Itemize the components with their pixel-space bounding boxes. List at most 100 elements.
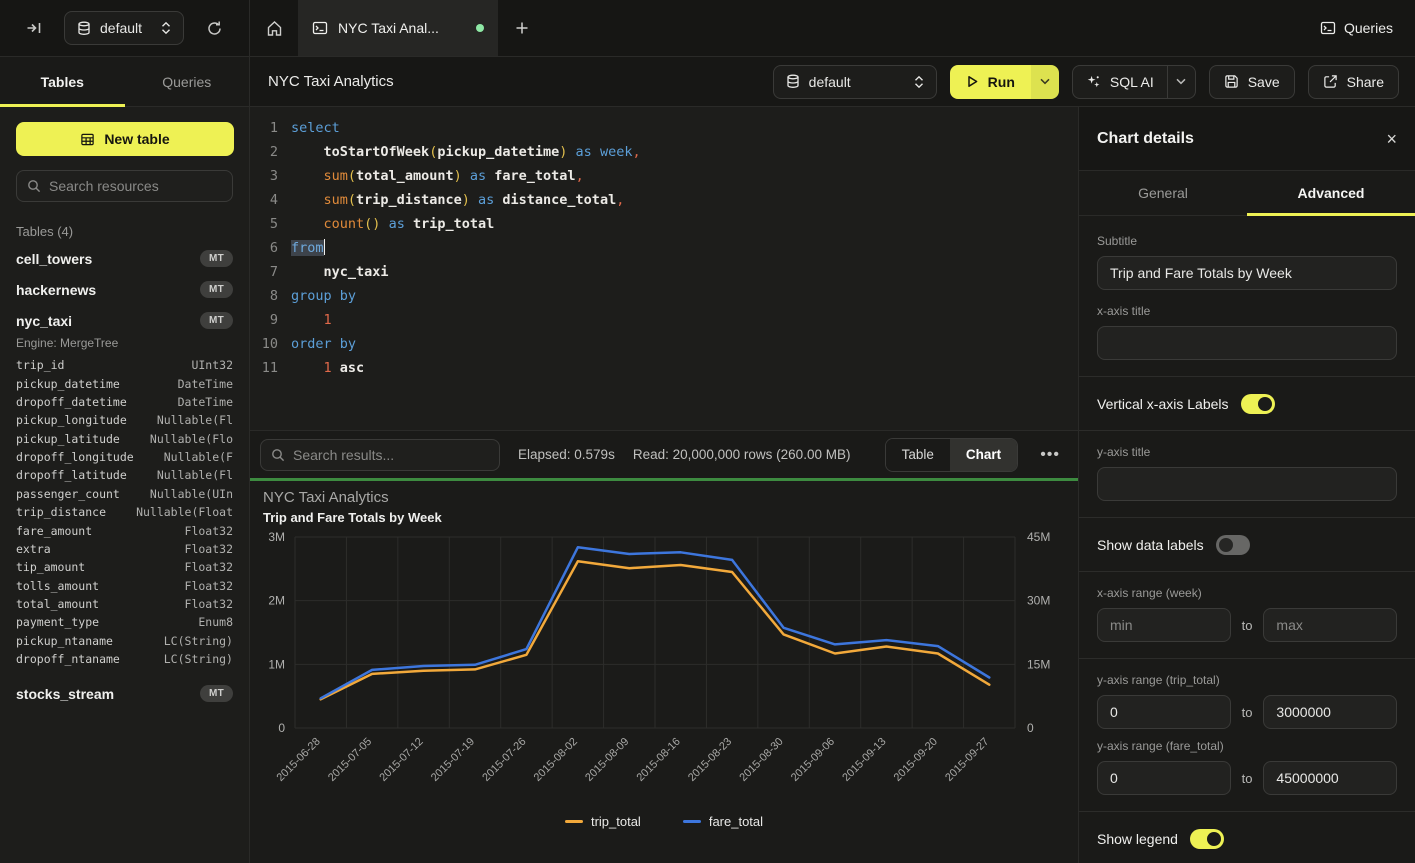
search-icon: [27, 179, 41, 193]
columns-list: trip_id UInt32 pickup_datetime DateTime drop…: [0, 356, 249, 668]
refresh-icon[interactable]: [198, 12, 230, 44]
code-content: from: [278, 236, 326, 260]
svg-text:15M: 15M: [1027, 657, 1050, 671]
fare-max-input[interactable]: [1263, 761, 1397, 795]
tab-general[interactable]: General: [1138, 185, 1188, 201]
resource-search[interactable]: [16, 170, 233, 202]
code-token: [291, 360, 324, 376]
code-content: sum(total_amount) as fare_total,: [278, 164, 584, 188]
new-table-button[interactable]: New table: [16, 122, 234, 156]
panel-header: Chart details ×: [1079, 107, 1415, 171]
tab-nyc-taxi-analytics[interactable]: NYC Taxi Anal...: [298, 0, 498, 56]
code-token: 1: [323, 312, 332, 328]
sql-ai-label: SQL AI: [1109, 73, 1154, 90]
results-search[interactable]: [260, 438, 500, 471]
xaxis-min-input[interactable]: [1097, 608, 1231, 642]
table-name: nyc_taxi: [16, 312, 73, 329]
elapsed-stat: Elapsed: 0.579s: [518, 447, 615, 462]
table-row-stocks_stream[interactable]: stocks_stream MT: [0, 678, 249, 709]
sql-ai-button[interactable]: SQL AI: [1073, 66, 1167, 98]
console-tab-icon: [312, 20, 328, 36]
sidebar-tab-queries[interactable]: Queries: [162, 73, 212, 90]
column-row: tip_amount Float32: [0, 558, 249, 576]
sparkle-icon: [1086, 74, 1101, 89]
line-number: 11: [261, 360, 278, 376]
toolbar-database-value: default: [808, 73, 851, 90]
svg-text:2015-08-16: 2015-08-16: [635, 736, 683, 784]
code-line: 4 sum(trip_distance) as distance_total,: [250, 188, 1078, 212]
column-name: fare_amount: [16, 523, 93, 538]
toolbar-database-select[interactable]: default: [772, 64, 937, 99]
xaxis-max-input[interactable]: [1263, 608, 1397, 642]
column-type: Nullable(UIn: [149, 486, 233, 501]
sidebar-tab-tables[interactable]: Tables: [0, 57, 125, 107]
share-button[interactable]: Share: [1307, 64, 1399, 99]
chart-legend: trip_total fare_total: [250, 814, 1078, 829]
divider: [1079, 571, 1415, 572]
engine-label: Engine: MergeTree: [16, 336, 119, 350]
column-name: tolls_amount: [16, 578, 100, 593]
code-line: 5 count() as trip_total: [250, 212, 1078, 236]
legend-item-trip_total[interactable]: trip_total: [564, 814, 641, 829]
column-name: dropoff_longitude: [16, 450, 134, 465]
code-token: order by: [291, 336, 357, 352]
legend-item-fare_total[interactable]: fare_total: [682, 814, 763, 829]
data-labels-toggle[interactable]: [1215, 535, 1250, 555]
trip-max-input[interactable]: [1263, 695, 1397, 729]
view-chart-button[interactable]: Chart: [949, 438, 1018, 471]
run-options-button[interactable]: [1030, 64, 1059, 99]
data-labels-row: Show data labels: [1097, 535, 1397, 555]
svg-text:3M: 3M: [268, 530, 285, 544]
home-icon: [266, 20, 283, 37]
database-select-value: default: [100, 20, 143, 36]
new-tab-button[interactable]: [498, 0, 546, 56]
fare-min-input[interactable]: [1097, 761, 1231, 795]
xaxis-range-label: x-axis range (week): [1097, 586, 1202, 600]
resource-search-input[interactable]: [49, 178, 230, 194]
home-button[interactable]: [250, 0, 298, 56]
code-token: toStartOfWeek: [323, 144, 430, 160]
column-row: dropoff_longitude Nullable(F: [0, 448, 249, 466]
run-button-group: Run: [949, 64, 1059, 99]
xaxis-title-input[interactable]: [1097, 326, 1397, 360]
sql-editor[interactable]: 1 select 2 toStartOfWeek(pickup_datetime) …: [250, 107, 1078, 430]
query-controls: default Run: [772, 64, 1399, 99]
table-name: stocks_stream: [16, 685, 115, 702]
show-legend-toggle[interactable]: [1189, 829, 1224, 849]
yaxis-title-label: y-axis title: [1097, 445, 1151, 459]
svg-text:2015-08-02: 2015-08-02: [532, 736, 580, 784]
table-row-hackernews[interactable]: hackernews MT: [0, 274, 249, 305]
yaxis-range-trip-row: to: [1097, 695, 1397, 729]
code-content: 1 asc: [278, 356, 365, 380]
sql-ai-options-button[interactable]: [1166, 65, 1195, 98]
yaxis-range-fare-row: to: [1097, 761, 1397, 795]
save-button[interactable]: Save: [1208, 64, 1295, 99]
results-search-input[interactable]: [293, 446, 489, 463]
column-type: LC(String): [163, 652, 233, 667]
code-token: [332, 360, 340, 376]
show-legend-label: Show legend: [1097, 831, 1178, 847]
more-options-icon[interactable]: •••: [1040, 445, 1060, 463]
yaxis-range-fare-label: y-axis range (fare_total): [1097, 739, 1224, 753]
subtitle-input[interactable]: [1097, 256, 1397, 290]
trip-min-input[interactable]: [1097, 695, 1231, 729]
view-table-button[interactable]: Table: [885, 438, 950, 471]
tab-advanced[interactable]: Advanced: [1247, 171, 1415, 216]
code-token: week: [599, 144, 633, 160]
collapse-sidebar-icon[interactable]: [18, 12, 50, 44]
column-type: Float32: [184, 541, 233, 556]
code-token: group by: [291, 288, 357, 304]
run-button[interactable]: Run: [949, 64, 1031, 99]
close-icon[interactable]: ×: [1386, 128, 1397, 149]
table-row-cell_towers[interactable]: cell_towers MT: [0, 243, 249, 274]
table-row-nyc_taxi[interactable]: nyc_taxi MT: [0, 305, 249, 336]
topbar-database-select[interactable]: default: [64, 11, 185, 45]
line-number: 2: [269, 144, 278, 160]
yaxis-title-input[interactable]: [1097, 467, 1397, 501]
vertical-labels-toggle[interactable]: [1240, 394, 1275, 414]
queries-button[interactable]: Queries: [1320, 0, 1415, 56]
line-number: 10: [261, 336, 278, 352]
column-type: Nullable(Fl: [156, 468, 233, 483]
sidebar-tabs: Tables Queries: [0, 57, 250, 107]
code-token: [291, 216, 324, 232]
